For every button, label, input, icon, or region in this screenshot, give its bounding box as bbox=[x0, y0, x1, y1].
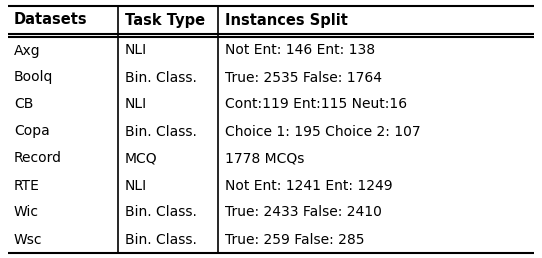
Text: Axg: Axg bbox=[14, 44, 41, 58]
Text: Task Type: Task Type bbox=[125, 12, 205, 28]
Text: NLI: NLI bbox=[125, 98, 147, 111]
Text: Wsc: Wsc bbox=[14, 232, 42, 246]
Text: True: 2433 False: 2410: True: 2433 False: 2410 bbox=[225, 206, 382, 220]
Text: True: 2535 False: 1764: True: 2535 False: 1764 bbox=[225, 70, 382, 85]
Text: Cont:119 Ent:115 Neut:16: Cont:119 Ent:115 Neut:16 bbox=[225, 98, 407, 111]
Text: Not Ent: 146 Ent: 138: Not Ent: 146 Ent: 138 bbox=[225, 44, 375, 58]
Text: Instances Split: Instances Split bbox=[225, 12, 348, 28]
Text: Record: Record bbox=[14, 151, 62, 165]
Text: Bin. Class.: Bin. Class. bbox=[125, 232, 197, 246]
Text: MCQ: MCQ bbox=[125, 151, 158, 165]
Text: NLI: NLI bbox=[125, 44, 147, 58]
Text: CB: CB bbox=[14, 98, 34, 111]
Text: RTE: RTE bbox=[14, 179, 40, 192]
Text: True: 259 False: 285: True: 259 False: 285 bbox=[225, 232, 365, 246]
Text: Wic: Wic bbox=[14, 206, 39, 220]
Text: Boolq: Boolq bbox=[14, 70, 53, 85]
Text: Bin. Class.: Bin. Class. bbox=[125, 70, 197, 85]
Text: Bin. Class.: Bin. Class. bbox=[125, 206, 197, 220]
Text: Datasets: Datasets bbox=[14, 12, 88, 28]
Text: Not Ent: 1241 Ent: 1249: Not Ent: 1241 Ent: 1249 bbox=[225, 179, 392, 192]
Text: 1778 MCQs: 1778 MCQs bbox=[225, 151, 305, 165]
Text: Bin. Class.: Bin. Class. bbox=[125, 125, 197, 139]
Text: Choice 1: 195 Choice 2: 107: Choice 1: 195 Choice 2: 107 bbox=[225, 125, 421, 139]
Text: Copa: Copa bbox=[14, 125, 50, 139]
Text: NLI: NLI bbox=[125, 179, 147, 192]
